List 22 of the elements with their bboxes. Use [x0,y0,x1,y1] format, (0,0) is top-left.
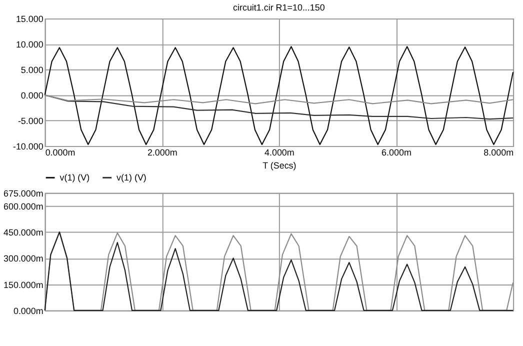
y-tick-label: 300.000m [4,254,44,264]
legend-label: v(1) (V) [60,172,90,183]
y-tick-label: 0.000 [20,90,44,101]
y-tick-label: 5.000 [20,65,44,76]
x-tick-label: 4.000m [264,148,294,158]
x-tick-label: 0.000m [45,148,76,158]
y-tick-label: 675.000m [4,188,44,198]
y-tick-label: 450.000m [4,228,44,238]
x-tick-label: 2.000m [147,148,178,158]
y-tick-label: -10.000 [12,142,44,152]
y-tick-label: 600.000m [4,201,44,212]
x-tick-label: 8.000m [484,148,514,158]
line-series [44,94,514,104]
y-tick-label: 10.000 [16,40,44,50]
x-axis-title: T (Secs) [262,160,296,170]
x-tick-label: 6.000m [382,148,412,158]
legend-label: v(1) (V) [116,172,146,183]
y-tick-label: 0.000m [13,306,44,316]
y-tick-label: 15.000 [16,14,44,24]
chart-title: circuit1.cir R1=10...150 [233,2,325,13]
y-tick-label: -5.000 [18,116,44,126]
y-tick-label: 150.000m [4,280,44,290]
